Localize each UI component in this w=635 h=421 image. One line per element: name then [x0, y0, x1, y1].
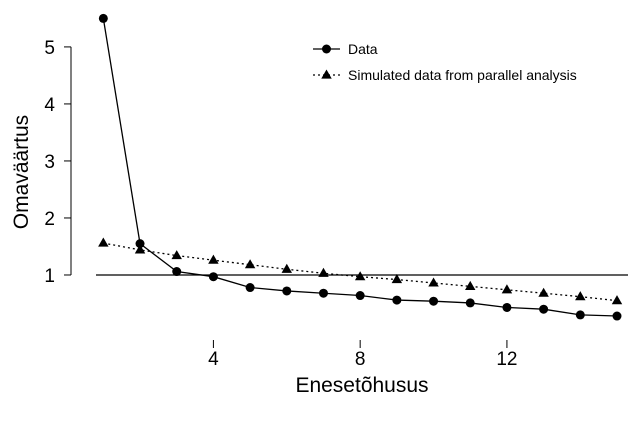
legend-marker — [322, 44, 331, 54]
simulated-data-point — [171, 250, 182, 260]
simulated-data-point — [575, 291, 586, 301]
simulated-data-point — [538, 287, 549, 297]
data-point — [502, 302, 512, 312]
simulated-data-point — [244, 259, 256, 269]
data-point — [539, 304, 549, 314]
data-point — [612, 311, 622, 321]
simulated-data-point — [134, 244, 146, 254]
y-tick-label: 2 — [44, 209, 55, 230]
y-axis-title: Omaväärtus — [10, 115, 33, 229]
simulated-data-point — [501, 284, 513, 294]
series-line — [103, 242, 618, 302]
data-point — [318, 288, 328, 298]
simulated-data-point — [208, 254, 219, 264]
simulated-data-point — [318, 267, 329, 277]
data-point — [172, 267, 182, 277]
data-point — [392, 295, 402, 305]
y-tick-label: 5 — [44, 38, 55, 59]
legend-marker — [321, 69, 332, 79]
simulated-data-point — [611, 295, 623, 305]
legend: Data Simulated data from parallel analysi… — [313, 41, 577, 83]
simulated-data-point — [391, 274, 403, 284]
data-point — [465, 298, 475, 308]
data-point — [245, 283, 255, 293]
series-group — [98, 13, 623, 321]
data-point — [575, 310, 585, 320]
data-point — [208, 272, 218, 282]
x-tick-label: 4 — [208, 349, 219, 370]
data-point — [98, 13, 108, 23]
data-point — [355, 291, 365, 301]
data-point — [135, 239, 145, 249]
x-tick-label: 12 — [496, 349, 517, 370]
simulated-data-point — [428, 277, 439, 287]
simulated-data-point — [354, 271, 366, 281]
data-point — [282, 286, 292, 296]
x-axis-title: Enesetõhusus — [295, 374, 428, 397]
legend-label: Simulated data from parallel analysis — [348, 67, 577, 83]
y-tick-label: 1 — [44, 266, 55, 287]
simulated-data-point — [281, 263, 293, 273]
legend-label: Data — [348, 41, 378, 57]
data-point — [429, 296, 439, 306]
simulated-data-point — [98, 237, 109, 247]
y-tick-label: 3 — [44, 152, 55, 173]
x-tick-label: 8 — [355, 349, 366, 370]
y-tick-label: 4 — [44, 95, 55, 116]
simulated-data-point — [465, 280, 476, 290]
